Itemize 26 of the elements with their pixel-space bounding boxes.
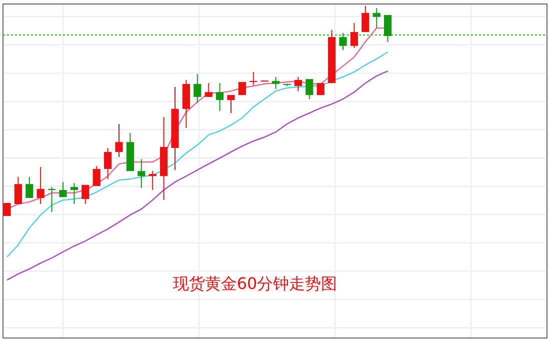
candlestick [339, 32, 347, 51]
title: 现货黄金60分钟走势图 [172, 274, 338, 293]
candlestick [362, 6, 370, 33]
candlestick [26, 176, 34, 198]
candlestick [59, 181, 67, 198]
candlestick [92, 166, 100, 186]
candlestick [250, 71, 258, 86]
candlestick [216, 82, 224, 112]
candlestick [194, 74, 202, 104]
candlestick [272, 76, 280, 90]
candlestick [384, 14, 392, 42]
candlestick [138, 158, 146, 189]
candlestick [48, 186, 56, 213]
candlestick [227, 94, 235, 114]
candlestick [306, 78, 314, 100]
candlestick [14, 176, 22, 205]
candlestick [294, 76, 302, 92]
candlestick [350, 22, 358, 48]
candlestick [148, 170, 156, 190]
candlestick [115, 124, 123, 158]
candlestick [70, 182, 78, 205]
candlestick [204, 82, 212, 98]
candlestick [82, 184, 90, 205]
candlestick [104, 147, 112, 180]
candlestick [36, 166, 44, 205]
candlestick [372, 8, 380, 29]
